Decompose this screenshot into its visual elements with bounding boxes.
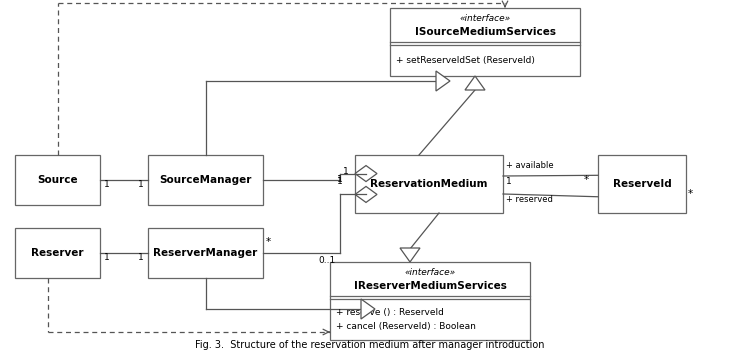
Bar xyxy=(330,262,530,340)
Text: ReserverManager: ReserverManager xyxy=(153,248,258,258)
Text: 0..1: 0..1 xyxy=(318,256,335,265)
Text: *: * xyxy=(584,175,589,185)
Text: 1: 1 xyxy=(138,253,144,262)
Text: ReservationMedium: ReservationMedium xyxy=(370,179,488,189)
Text: + reserved: + reserved xyxy=(506,195,553,204)
Text: *: * xyxy=(266,237,271,247)
Text: 1: 1 xyxy=(337,177,343,185)
Polygon shape xyxy=(400,248,420,262)
Text: + available: + available xyxy=(506,161,554,170)
Text: Fig. 3.  Structure of the reservation medium after manager introduction: Fig. 3. Structure of the reservation med… xyxy=(195,340,545,350)
Bar xyxy=(390,8,580,76)
Text: 1: 1 xyxy=(343,167,349,176)
Text: 1: 1 xyxy=(337,176,343,184)
Bar xyxy=(355,155,503,213)
Bar xyxy=(148,228,263,278)
Text: 1: 1 xyxy=(506,177,512,186)
Text: + setReserveIdSet (ReserveId): + setReserveIdSet (ReserveId) xyxy=(396,56,535,65)
Text: «interface»: «interface» xyxy=(405,268,456,278)
Text: 1: 1 xyxy=(104,180,110,189)
Bar xyxy=(15,155,100,205)
Text: SourceManager: SourceManager xyxy=(159,175,252,185)
Text: Reserver: Reserver xyxy=(31,248,84,258)
Text: IReserverMediumServices: IReserverMediumServices xyxy=(354,281,506,291)
Bar xyxy=(15,228,100,278)
Text: 1: 1 xyxy=(138,180,144,189)
Text: 1: 1 xyxy=(104,253,110,262)
Text: + cancel (ReserveId) : Boolean: + cancel (ReserveId) : Boolean xyxy=(336,322,476,331)
Polygon shape xyxy=(465,76,485,90)
Text: «interface»: «interface» xyxy=(460,15,511,23)
Polygon shape xyxy=(436,71,450,91)
Bar xyxy=(598,155,686,213)
Bar xyxy=(148,155,263,205)
Text: ReserveId: ReserveId xyxy=(613,179,671,189)
Text: Source: Source xyxy=(37,175,78,185)
Text: *: * xyxy=(688,189,693,199)
Text: + reserve () : ReserveId: + reserve () : ReserveId xyxy=(336,308,444,317)
Polygon shape xyxy=(361,299,375,319)
Text: ISourceMediumServices: ISourceMediumServices xyxy=(414,27,556,37)
